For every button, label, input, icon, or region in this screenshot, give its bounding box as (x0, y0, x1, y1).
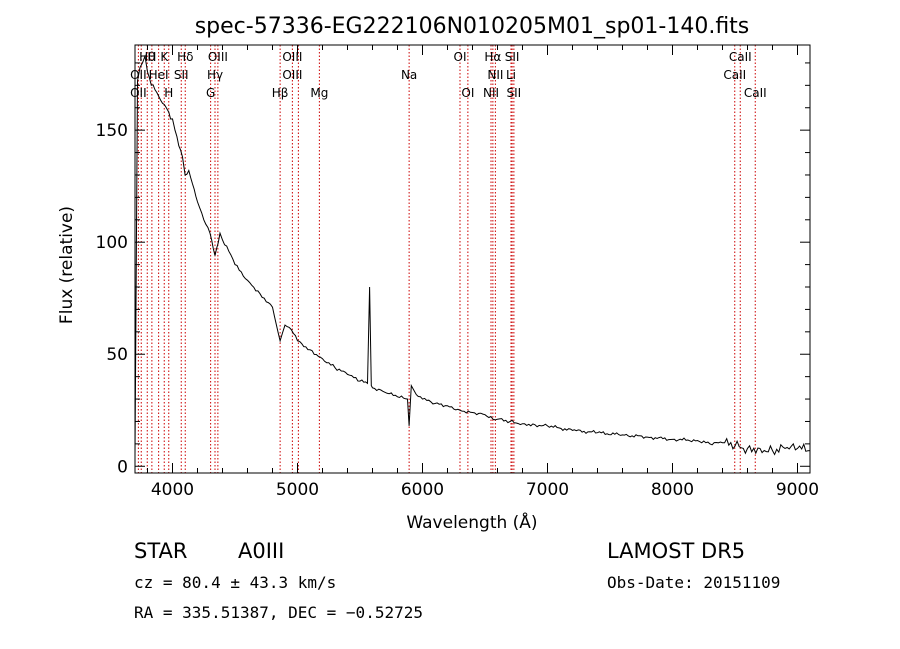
marker-label: HeI (149, 68, 169, 82)
marker-label: G (206, 86, 215, 100)
y-tick-label: 0 (117, 457, 128, 477)
redshift-value: cz = 80.4 ± 43.3 km/s (134, 573, 337, 592)
y-tick-label: 50 (106, 345, 128, 365)
y-tick-label: 150 (96, 121, 128, 141)
x-tick-label: 8000 (651, 480, 694, 500)
observation-date: Obs-Date: 20151109 (607, 573, 781, 592)
marker-label: H (147, 50, 156, 64)
marker-label: NII (487, 68, 503, 82)
x-tick-label: 6000 (401, 480, 444, 500)
marker-label: Mg (310, 86, 328, 100)
x-tick-label: 5000 (276, 480, 319, 500)
marker-label: Hα (484, 50, 501, 64)
y-axis-label: Flux (relative) (57, 206, 77, 324)
x-tick-label: 4000 (151, 480, 194, 500)
chart-title: spec-57336-EG222106N010205M01_sp01-140.f… (195, 14, 750, 39)
x-tick-label: 9000 (776, 480, 819, 500)
marker-label: Hδ (177, 50, 193, 64)
marker-label: OII (130, 86, 147, 100)
marker-label: Hγ (207, 68, 223, 82)
marker-label: SII (505, 50, 520, 64)
marker-label: CaII (744, 86, 767, 100)
marker-label: K (160, 50, 169, 64)
coordinates: RA = 335.51387, DEC = −0.52725 (134, 603, 423, 622)
marker-label: SII (174, 68, 189, 82)
x-tick-label: 7000 (526, 480, 569, 500)
y-tick-label: 100 (96, 233, 128, 253)
marker-label: OI (454, 50, 467, 64)
marker-label: H (164, 86, 173, 100)
y-axis: 0 50 100 150 (96, 62, 810, 477)
marker-label: CaII (723, 68, 746, 82)
marker-label: Hβ (272, 86, 289, 100)
spectral-subclass: A0III (238, 539, 285, 563)
marker-label: Na (401, 68, 417, 82)
survey-name: LAMOST DR5 (607, 539, 746, 563)
marker-lines (137, 45, 756, 473)
marker-label: CaII (729, 50, 752, 64)
marker-label: NII (483, 86, 499, 100)
marker-label: OIII (208, 50, 228, 64)
marker-label: SII (507, 86, 522, 100)
object-class: STAR (134, 539, 188, 563)
plot-frame (134, 44, 811, 474)
x-axis-label: Wavelength (Å) (406, 511, 537, 533)
marker-label: OIII (282, 50, 302, 64)
x-axis: 4000 5000 6000 7000 8000 9000 (147, 45, 819, 500)
marker-label: OI (461, 86, 474, 100)
spectrum-line (134, 54, 811, 456)
marker-label: Li (506, 68, 516, 82)
marker-label: OIII (282, 68, 302, 82)
